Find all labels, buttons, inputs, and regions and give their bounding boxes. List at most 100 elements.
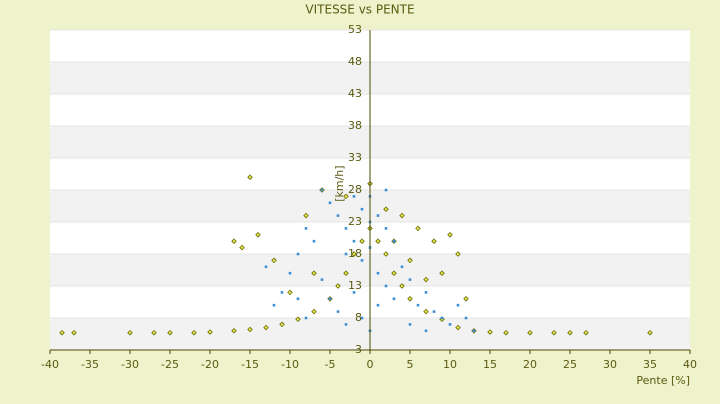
point [375,238,381,244]
point [455,251,461,257]
point [567,329,573,336]
x-tick-label: 10 [443,358,457,371]
point [295,316,301,323]
point [328,297,332,301]
point [359,238,365,244]
point [207,329,213,335]
x-tick-label: -40 [41,358,59,371]
point [336,310,340,313]
point [416,303,420,307]
point [408,278,412,281]
x-tick-label: 40 [683,358,697,371]
point [71,329,77,336]
x-tick-label: 35 [643,358,657,371]
point [360,316,364,320]
y-axis-title: [km/h] [333,165,346,201]
point [503,329,509,336]
point [320,188,324,192]
point [303,212,309,219]
y-tick-label: 53 [348,23,362,36]
point [551,329,557,336]
point [296,252,300,256]
point [448,323,452,326]
point [384,188,388,192]
point [456,303,460,307]
point [407,257,413,264]
point [424,291,428,294]
point [247,174,253,180]
point [311,308,317,315]
point [407,296,413,302]
point [231,328,237,334]
point [399,283,405,289]
x-tick-label: 20 [523,358,537,371]
point [447,232,453,238]
point [464,316,468,320]
y-tick-label: 48 [348,55,362,68]
y-tick-label: 13 [348,279,362,292]
y-tick-label: 28 [348,183,362,196]
point [304,227,308,230]
point [392,297,396,301]
point [423,276,429,283]
point [343,270,349,276]
point [352,195,356,198]
point [399,212,405,219]
point [463,296,469,302]
y-tick-label: 18 [348,247,362,260]
point [272,303,276,307]
point [304,316,308,320]
point [288,271,292,275]
point [311,270,317,276]
point [296,297,300,301]
point [167,329,173,336]
point [343,193,349,200]
point [384,284,388,288]
point [424,329,428,333]
point [255,232,261,238]
point [239,244,245,251]
point [376,214,380,217]
point [328,201,332,205]
x-tick-label: 25 [563,358,577,371]
x-tick-label: 15 [483,358,497,371]
point [647,329,653,336]
point [191,329,197,336]
point [432,310,436,313]
point [247,326,253,333]
point [360,259,364,262]
point [59,329,65,336]
point [271,257,277,264]
point [472,329,476,333]
point [344,227,348,230]
plot: 38131823283338434853[km/h]-40-35-30-25-2… [41,23,697,371]
chart-title: VITESSE vs PENTE [305,3,414,17]
point [439,270,445,276]
point [320,278,324,281]
x-tick-label: -25 [161,358,179,371]
point [415,225,421,232]
point [231,238,237,244]
point [440,316,444,320]
x-tick-label: -35 [81,358,99,371]
point [376,303,380,307]
x-tick-label: 5 [407,358,414,371]
point [280,291,284,294]
point [344,252,348,256]
y-tick-label: 8 [355,311,362,324]
point [400,265,404,269]
x-tick-label: -10 [281,358,299,371]
point [312,239,316,243]
x-tick-label: -15 [241,358,259,371]
point [487,329,493,335]
point [431,238,437,244]
point [384,227,388,230]
point [423,308,429,315]
x-tick-label: -20 [201,358,219,371]
point [376,271,380,275]
x-axis-title: Pente [%] [636,374,690,387]
point [360,207,364,211]
point [263,324,269,331]
x-tick-label: 30 [603,358,617,371]
